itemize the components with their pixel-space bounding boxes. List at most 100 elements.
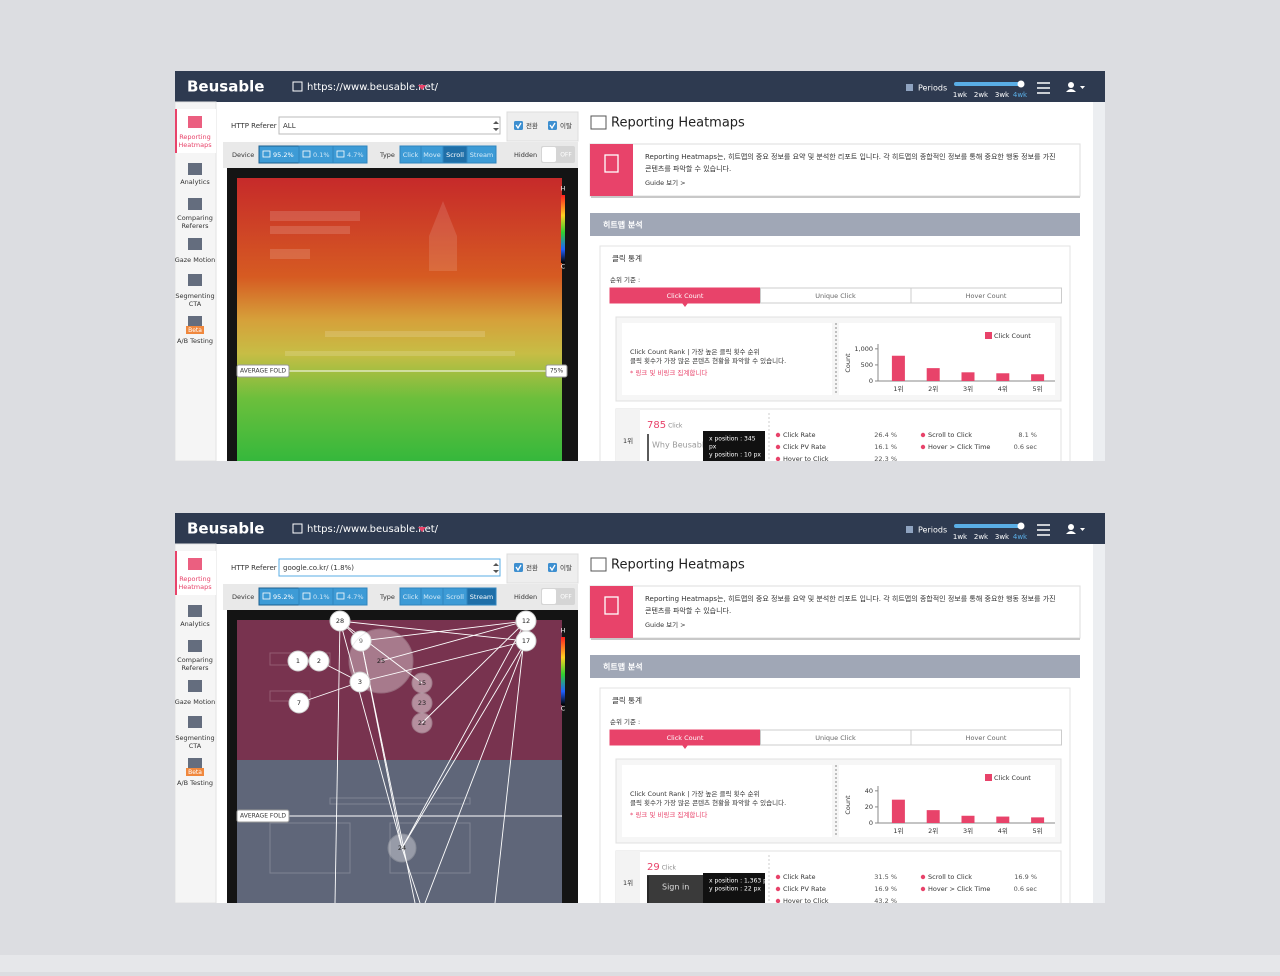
tab-label[interactable]: Hover Count: [966, 734, 1007, 742]
referer-value[interactable]: ALL: [283, 122, 296, 130]
nav-label[interactable]: Reporting: [179, 133, 211, 141]
click-node[interactable]: [411, 692, 433, 714]
nav-label[interactable]: Heatmaps: [178, 583, 212, 591]
url-caret[interactable]: [418, 527, 426, 532]
site-url[interactable]: https://www.beusable.net/: [307, 82, 439, 93]
nav-icon[interactable]: [188, 163, 202, 175]
period-option[interactable]: 1wk: [953, 91, 968, 99]
type-option[interactable]: Click: [403, 593, 419, 601]
period-option[interactable]: 4wk: [1013, 91, 1028, 99]
device-button[interactable]: [332, 587, 368, 606]
user-icon[interactable]: [1068, 82, 1074, 88]
slider-knob[interactable]: [1017, 80, 1025, 88]
type-button[interactable]: [466, 587, 497, 606]
checkbox[interactable]: [514, 121, 523, 130]
click-node[interactable]: [411, 712, 433, 734]
nav-label[interactable]: CTA: [189, 742, 202, 750]
type-option[interactable]: Move: [423, 593, 440, 601]
nav-label[interactable]: Referers: [181, 664, 209, 672]
nav-label[interactable]: Reporting: [179, 575, 211, 583]
type-option[interactable]: Stream: [470, 151, 494, 159]
flow-line: [339, 620, 527, 642]
nav-label[interactable]: Analytics: [180, 178, 210, 186]
referer-select[interactable]: [278, 558, 501, 577]
nav-label[interactable]: Comparing: [177, 214, 213, 222]
nav-icon[interactable]: [188, 116, 202, 128]
nav-icon[interactable]: [188, 316, 202, 328]
checkbox[interactable]: [548, 563, 557, 572]
nav-icon[interactable]: [188, 680, 202, 692]
nav-label[interactable]: Gaze Motion: [175, 698, 216, 706]
rank-row-label-bg: [616, 409, 640, 461]
nav-label[interactable]: Segmenting: [175, 734, 214, 742]
user-icon[interactable]: [1068, 524, 1074, 530]
click-node[interactable]: [387, 833, 417, 863]
checkbox[interactable]: [548, 121, 557, 130]
slider-knob[interactable]: [1017, 522, 1025, 530]
period-option[interactable]: 3wk: [995, 533, 1010, 541]
checkbox[interactable]: [514, 563, 523, 572]
nav-icon[interactable]: [188, 198, 202, 210]
device-button[interactable]: [332, 145, 368, 164]
nav-label[interactable]: Comparing: [177, 656, 213, 664]
click-node[interactable]: [308, 650, 330, 672]
tab-label[interactable]: Click Count: [667, 734, 704, 742]
url-caret[interactable]: [418, 85, 426, 90]
nav-label[interactable]: Analytics: [180, 620, 210, 628]
period-option[interactable]: 4wk: [1013, 533, 1028, 541]
click-node[interactable]: [349, 671, 371, 693]
type-option[interactable]: Stream: [470, 593, 494, 601]
site-url[interactable]: https://www.beusable.net/: [307, 524, 439, 535]
period-option[interactable]: 2wk: [974, 533, 989, 541]
period-option[interactable]: 3wk: [995, 91, 1010, 99]
bar: [1031, 817, 1045, 823]
nav-label[interactable]: Gaze Motion: [175, 256, 216, 264]
tab-label[interactable]: Unique Click: [815, 292, 856, 300]
referer-select[interactable]: [278, 116, 501, 135]
type-option[interactable]: Move: [423, 151, 440, 159]
nav-icon[interactable]: [188, 558, 202, 570]
nav-label[interactable]: Referers: [181, 222, 209, 230]
guide-link[interactable]: Guide 보기 >: [645, 178, 686, 187]
click-node[interactable]: [350, 630, 372, 652]
click-node[interactable]: [329, 610, 351, 632]
click-node[interactable]: [287, 650, 309, 672]
nav-icon[interactable]: [188, 238, 202, 250]
nav-label[interactable]: A/B Testing: [177, 779, 213, 787]
nav-icon[interactable]: [188, 716, 202, 728]
url-icon: [292, 523, 303, 534]
rank-tab[interactable]: [910, 287, 1062, 304]
nav-label[interactable]: CTA: [189, 300, 202, 308]
referer-value[interactable]: google.co.kr/ (1.8%): [283, 564, 354, 572]
click-node[interactable]: [411, 672, 433, 694]
nav-icon[interactable]: [188, 640, 202, 652]
nav-label[interactable]: Segmenting: [175, 292, 214, 300]
info-box: [589, 143, 1081, 197]
click-node[interactable]: [288, 692, 310, 714]
type-option[interactable]: Scroll: [446, 593, 464, 601]
period-option[interactable]: 1wk: [953, 533, 968, 541]
periods-label: Periods: [918, 84, 947, 93]
click-node[interactable]: [515, 610, 537, 632]
period-option[interactable]: 2wk: [974, 91, 989, 99]
nav-label[interactable]: A/B Testing: [177, 337, 213, 345]
click-count: 29: [647, 862, 660, 873]
tab-label[interactable]: Hover Count: [966, 292, 1007, 300]
tab-label[interactable]: Unique Click: [815, 734, 856, 742]
tab-label[interactable]: Click Count: [667, 292, 704, 300]
type-option[interactable]: Scroll: [446, 151, 464, 159]
stat-value: 16.9 %: [874, 885, 897, 893]
logo[interactable]: Beusable: [187, 78, 264, 96]
guide-link[interactable]: Guide 보기 >: [645, 620, 686, 629]
logo[interactable]: Beusable: [187, 520, 264, 538]
nav-label[interactable]: Heatmaps: [178, 141, 212, 149]
nav-icon[interactable]: [188, 274, 202, 286]
y-tick-label: 500: [861, 361, 873, 369]
nav-icon[interactable]: [188, 758, 202, 770]
periods-icon: [906, 84, 913, 91]
type-option[interactable]: Click: [403, 151, 419, 159]
stat-name: Hover to Click: [783, 455, 829, 463]
nav-icon[interactable]: [188, 605, 202, 617]
type-button[interactable]: [466, 145, 497, 164]
rank-tab[interactable]: [910, 729, 1062, 746]
